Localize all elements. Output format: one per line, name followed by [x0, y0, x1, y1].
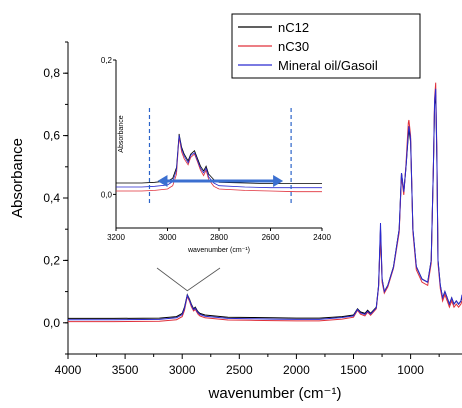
inset-y-tick-label: 0,0: [101, 190, 113, 199]
inset-x-tick-label: 3200: [107, 233, 125, 242]
range-arrow-left-head: [157, 175, 168, 187]
y-tick-label: 0,4: [43, 191, 60, 205]
legend-label: Mineral oil/Gasoil: [278, 58, 378, 73]
main-plot: 4000 3500 3000 2500 2000 1500 1000 0,0 0,2 0,4 0,6…: [9, 41, 462, 402]
y-tick-label: 0,8: [43, 66, 60, 80]
x-tick-label: 1000: [397, 363, 424, 377]
x-tick-label: 1500: [340, 363, 367, 377]
x-tick-label: 3500: [112, 363, 139, 377]
legend-label: nC12: [278, 20, 309, 35]
legend: nC12 nC30 Mineral oil/Gasoil: [231, 13, 421, 79]
inset-y-tick-label: 0,2: [101, 56, 113, 65]
x-axis-label: wavenumber (cm⁻¹): [208, 385, 342, 402]
inset-series-line: [116, 137, 322, 193]
inset-x-tick-label: 2800: [210, 233, 228, 242]
inset-background: [116, 60, 322, 228]
inset-x-tick-label: 2600: [262, 233, 280, 242]
inset-x-tick-label: 3000: [159, 233, 177, 242]
inset-callout: [156, 267, 221, 292]
inset-y-axis-label: Absorbance: [118, 115, 125, 152]
inset-series-line: [116, 135, 322, 189]
inset-x-tick-label: 2400: [313, 233, 331, 242]
x-tick-label: 2000: [283, 363, 310, 377]
range-arrow-right-head: [273, 175, 284, 187]
inset-plot: 3200 3000 2800 2600 2400 0,0 0,2 wavenumber (cm…: [101, 56, 332, 254]
y-tick-label: 0,0: [43, 316, 60, 330]
x-tick-label: 2500: [226, 363, 253, 377]
x-tick-label: 4000: [55, 363, 82, 377]
y-tick-label: 0,2: [43, 253, 60, 267]
inset-x-axis-label: wavenumber (cm⁻¹): [187, 247, 250, 254]
legend-label: nC30: [278, 39, 309, 54]
x-tick-label: 3000: [169, 363, 196, 377]
series-line-mineral-oil-gasoil: [68, 88, 462, 321]
y-tick-label: 0,6: [43, 129, 60, 143]
inset-series-line: [116, 133, 322, 185]
callout-lines: [156, 267, 221, 292]
y-axis-label: Absorbance: [9, 138, 26, 218]
